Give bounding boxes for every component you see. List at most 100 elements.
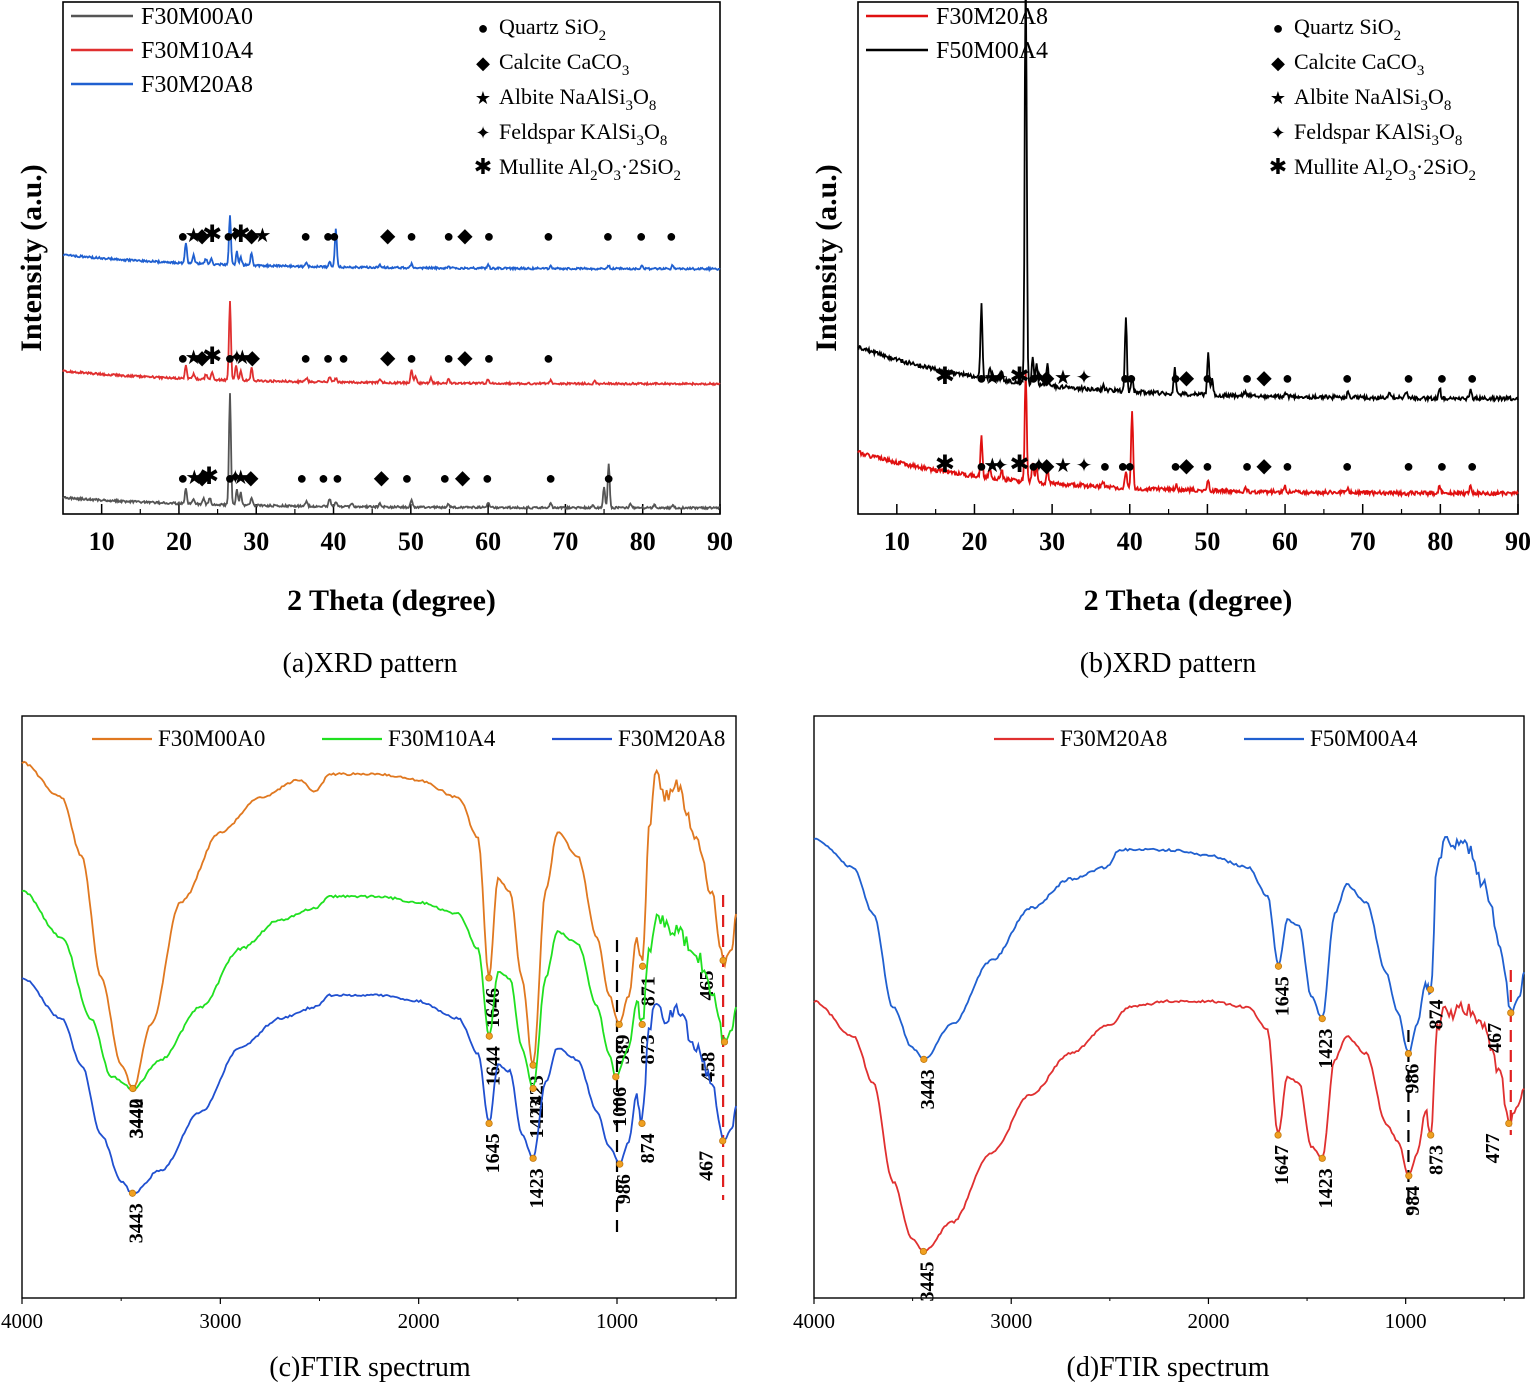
peak-label: 1645 [1271, 976, 1293, 1016]
phase-legend-symbol: ● [478, 18, 489, 38]
phase-marker: ● [602, 226, 613, 246]
legend-label: F30M20A8 [1060, 726, 1167, 751]
series-line-F30M00A0 [62, 393, 721, 511]
phase-marker: ✦ [992, 367, 1009, 389]
peak-label: 3443 [917, 1069, 939, 1109]
x-tick-label: 70 [1350, 527, 1376, 556]
x-tick-label: 80 [630, 527, 656, 556]
phase-legend-symbol: ✱ [1269, 154, 1287, 179]
xrd-panel-a: 10 20 30 40 50 60 70 80 90 2 Theta (degree) Intens… [15, 1, 733, 617]
phase-marker: ● [225, 348, 236, 368]
phase-marker: ● [1028, 368, 1039, 388]
peak-point [1318, 1015, 1326, 1023]
phase-marker: ● [443, 348, 454, 368]
phase-marker: ● [296, 468, 307, 488]
phase-marker: ● [177, 226, 188, 246]
x-tick-label: 10 [89, 527, 115, 556]
phase-marker: ◆ [380, 347, 396, 369]
phase-legend-label: Albite NaAlSi3O8 [499, 84, 656, 114]
phase-legend-symbol: ● [1273, 18, 1284, 38]
phase-legend-label: Albite NaAlSi3O8 [1294, 84, 1451, 114]
phase-marker: ● [1403, 368, 1414, 388]
phase-marker: ● [443, 226, 454, 246]
x-tick-label: 30 [243, 527, 269, 556]
peak-point [1274, 962, 1283, 970]
phase-marker: ● [332, 468, 343, 488]
x-tick-label: 80 [1427, 527, 1453, 556]
series-line-F30M10A4 [62, 300, 721, 387]
phase-marker: ● [1282, 368, 1293, 388]
peak-label: 986 [613, 1174, 635, 1204]
x-axis-label: 2 Theta (degree) [1084, 584, 1293, 617]
phase-marker: ✱ [231, 222, 251, 248]
peak-point [616, 1160, 624, 1168]
phase-marker: ✱ [1009, 452, 1029, 478]
phase-marker: ● [1124, 456, 1135, 476]
peak-label: 3445 [916, 1261, 938, 1301]
phase-marker: ● [1467, 368, 1478, 388]
x-tick-label: 3000 [990, 1309, 1032, 1333]
x-tick-label: 30 [1039, 527, 1065, 556]
phase-legend-symbol: ✦ [1270, 123, 1285, 143]
phase-marker: ✱ [935, 364, 955, 390]
peak-label: 477 [1482, 1133, 1504, 1163]
phase-marker: ★ [983, 367, 1001, 389]
peak-label: 1423 [1315, 1168, 1337, 1208]
phase-marker: ✦ [227, 467, 244, 489]
y-axis-label: Intensity (a.u.) [15, 164, 48, 352]
peak-point [485, 1119, 493, 1128]
x-tick-label: 3000 [199, 1309, 241, 1333]
legend-label: F30M10A4 [141, 38, 253, 64]
phase-marker: ◆ [194, 347, 210, 369]
x-tick-label: 40 [1117, 527, 1143, 556]
peak-point [720, 1038, 729, 1046]
plot-frame [62, 1, 721, 515]
phase-marker: ● [1170, 456, 1181, 476]
phase-marker: ✦ [1076, 455, 1093, 477]
phase-marker: ● [1117, 456, 1128, 476]
peak-point [1404, 1049, 1413, 1058]
phase-marker: ● [636, 226, 647, 246]
peak-point [1505, 1119, 1513, 1128]
x-tick-label: 70 [552, 527, 578, 556]
phase-marker: ● [225, 468, 236, 488]
caption-b: (b)XRD pattern [1079, 648, 1257, 679]
phase-marker: ◆ [1179, 455, 1195, 477]
peak-label: 1423 [1315, 1029, 1337, 1069]
phase-marker: ● [439, 468, 450, 488]
peak-point [612, 1073, 620, 1081]
phase-marker: ★ [233, 347, 251, 369]
phase-legend-label: Mullite Al2O3·2SiO2 [499, 154, 681, 184]
peak-point [485, 1032, 493, 1040]
plot-frame [857, 1, 1519, 515]
phase-marker: ◆ [380, 225, 396, 247]
peak-label: 989 [612, 1034, 634, 1064]
phase-marker: ◆ [374, 467, 390, 489]
peak-label: 465 [696, 970, 718, 1000]
peak-point [615, 1020, 623, 1029]
series-line-F50M00A4 [857, 0, 1519, 404]
phase-marker: ✦ [227, 225, 244, 247]
phase-marker: ◆ [244, 225, 260, 247]
phase-marker: ● [1342, 368, 1353, 388]
phase-marker: ● [177, 468, 188, 488]
peak-label: 3440 [126, 1098, 148, 1138]
x-tick-label: 20 [166, 527, 192, 556]
phase-marker: ● [177, 348, 188, 368]
phase-legend-label: Mullite Al2O3·2SiO2 [1294, 154, 1476, 184]
x-tick-label: 60 [1272, 527, 1298, 556]
phase-marker: ● [402, 468, 413, 488]
phase-marker: ● [1028, 456, 1039, 476]
phase-marker: ● [323, 348, 334, 368]
phase-marker: ● [1342, 456, 1353, 476]
series-line-F30M10A4 [21, 889, 737, 1090]
phase-marker: ● [300, 226, 311, 246]
peak-point [129, 1084, 137, 1093]
phase-marker: ◆ [1256, 455, 1272, 477]
peak-label: 1006 [609, 1087, 631, 1127]
peak-label: 873 [637, 1034, 659, 1064]
y-axis-label: Intensity (a.u.) [810, 164, 843, 352]
phase-marker: ● [1436, 456, 1447, 476]
